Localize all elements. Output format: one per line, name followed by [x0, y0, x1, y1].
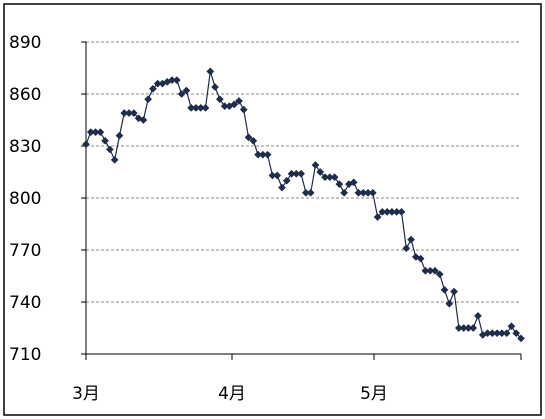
x-tick-label: 3月 [72, 384, 100, 404]
y-tick-label: 890 [9, 33, 41, 53]
y-tick-label: 740 [9, 293, 41, 313]
y-tick-label: 800 [9, 189, 41, 209]
y-tick-label: 860 [9, 85, 41, 105]
y-tick-label: 770 [9, 241, 41, 261]
y-tick-label: 830 [9, 137, 41, 157]
y-tick-label: 710 [9, 345, 41, 365]
x-tick-label: 4月 [218, 384, 246, 404]
x-tick-label: 5月 [360, 384, 388, 404]
